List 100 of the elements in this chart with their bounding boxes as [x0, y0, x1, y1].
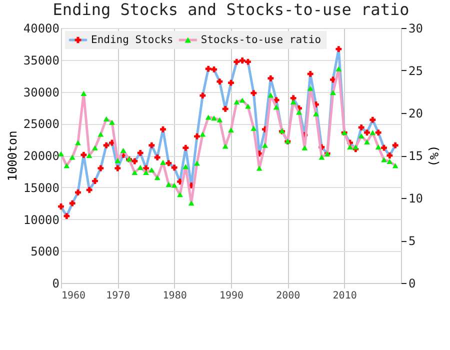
point	[250, 90, 257, 96]
point	[143, 170, 149, 176]
point	[268, 92, 274, 98]
point	[137, 150, 144, 156]
point	[313, 111, 319, 116]
point	[64, 213, 70, 220]
point	[370, 116, 376, 123]
point	[103, 116, 110, 122]
point	[228, 127, 234, 133]
point	[245, 104, 251, 109]
point	[148, 167, 155, 173]
point	[370, 130, 376, 136]
point	[205, 114, 212, 120]
point	[364, 139, 370, 144]
point	[392, 142, 398, 148]
point	[80, 90, 87, 96]
point	[86, 152, 92, 158]
point	[296, 110, 302, 115]
point	[352, 144, 359, 150]
point	[69, 154, 76, 160]
y2-tick-label: 0	[408, 276, 416, 290]
point	[330, 90, 336, 96]
point	[137, 164, 144, 170]
point	[166, 182, 172, 187]
point	[268, 75, 274, 82]
y-tick-label: 30000	[23, 85, 60, 100]
x-tick-label: 1970	[106, 290, 130, 302]
point	[222, 106, 228, 112]
point	[250, 126, 257, 131]
point	[273, 104, 280, 110]
point	[239, 58, 246, 64]
point	[188, 200, 194, 206]
point	[171, 182, 178, 188]
point	[177, 192, 183, 198]
point	[69, 200, 76, 206]
point	[216, 117, 223, 122]
point	[160, 126, 166, 132]
x-tick-label: 1990	[219, 290, 244, 302]
point	[262, 142, 268, 148]
y-tick-label: 35000	[23, 53, 60, 68]
y-tick-label: 25000	[23, 117, 60, 132]
point	[92, 145, 98, 150]
point	[358, 133, 364, 139]
point	[336, 66, 342, 72]
point	[290, 99, 296, 105]
legend-label: Stocks-to-use ratio	[200, 34, 322, 46]
point	[160, 160, 166, 165]
y2-tick-label: 25	[408, 64, 423, 78]
point	[222, 144, 228, 149]
point	[182, 164, 189, 170]
y-tick-label: 40000	[23, 22, 60, 36]
point	[381, 157, 387, 162]
y2-tick-label: 15	[408, 149, 423, 163]
point	[336, 46, 342, 52]
point	[182, 144, 189, 151]
y-tick-label: 20000	[23, 149, 60, 163]
y2-axis-title: (%)	[426, 145, 441, 167]
point	[103, 142, 110, 148]
point	[205, 66, 212, 72]
point	[200, 92, 206, 99]
point	[358, 124, 364, 130]
point	[386, 158, 393, 164]
point	[211, 116, 217, 121]
point	[194, 160, 200, 166]
point	[375, 144, 382, 150]
y2-tick-label: 20	[408, 106, 423, 120]
point	[86, 186, 92, 193]
point	[171, 164, 178, 171]
point	[307, 86, 314, 91]
x-tick-label: 1980	[162, 290, 187, 302]
point	[98, 165, 104, 172]
point	[154, 154, 160, 160]
point	[239, 98, 246, 103]
y2-tick-label: 30	[408, 22, 423, 36]
point	[148, 142, 155, 148]
y-tick-label: 10000	[23, 212, 60, 227]
point	[114, 165, 121, 172]
point	[386, 152, 393, 158]
point	[228, 80, 234, 86]
y-axis-title: 1000ton	[5, 130, 20, 182]
point	[80, 152, 87, 158]
point	[256, 166, 262, 171]
point	[307, 70, 314, 77]
point	[234, 99, 240, 105]
point	[216, 78, 223, 85]
point	[75, 140, 81, 146]
y-tick-label: 5000	[30, 244, 60, 259]
point	[166, 160, 172, 166]
point	[318, 154, 325, 160]
point	[381, 144, 387, 151]
point	[120, 148, 126, 153]
point	[290, 95, 296, 102]
point	[132, 158, 138, 164]
point	[245, 58, 251, 65]
point	[154, 175, 160, 180]
y2-tick-label: 5	[408, 234, 416, 248]
legend-label: Ending Stocks	[91, 34, 174, 46]
point	[302, 145, 308, 150]
x-tick-label: 1960	[62, 290, 86, 302]
y-tick-label: 15000	[23, 180, 60, 195]
